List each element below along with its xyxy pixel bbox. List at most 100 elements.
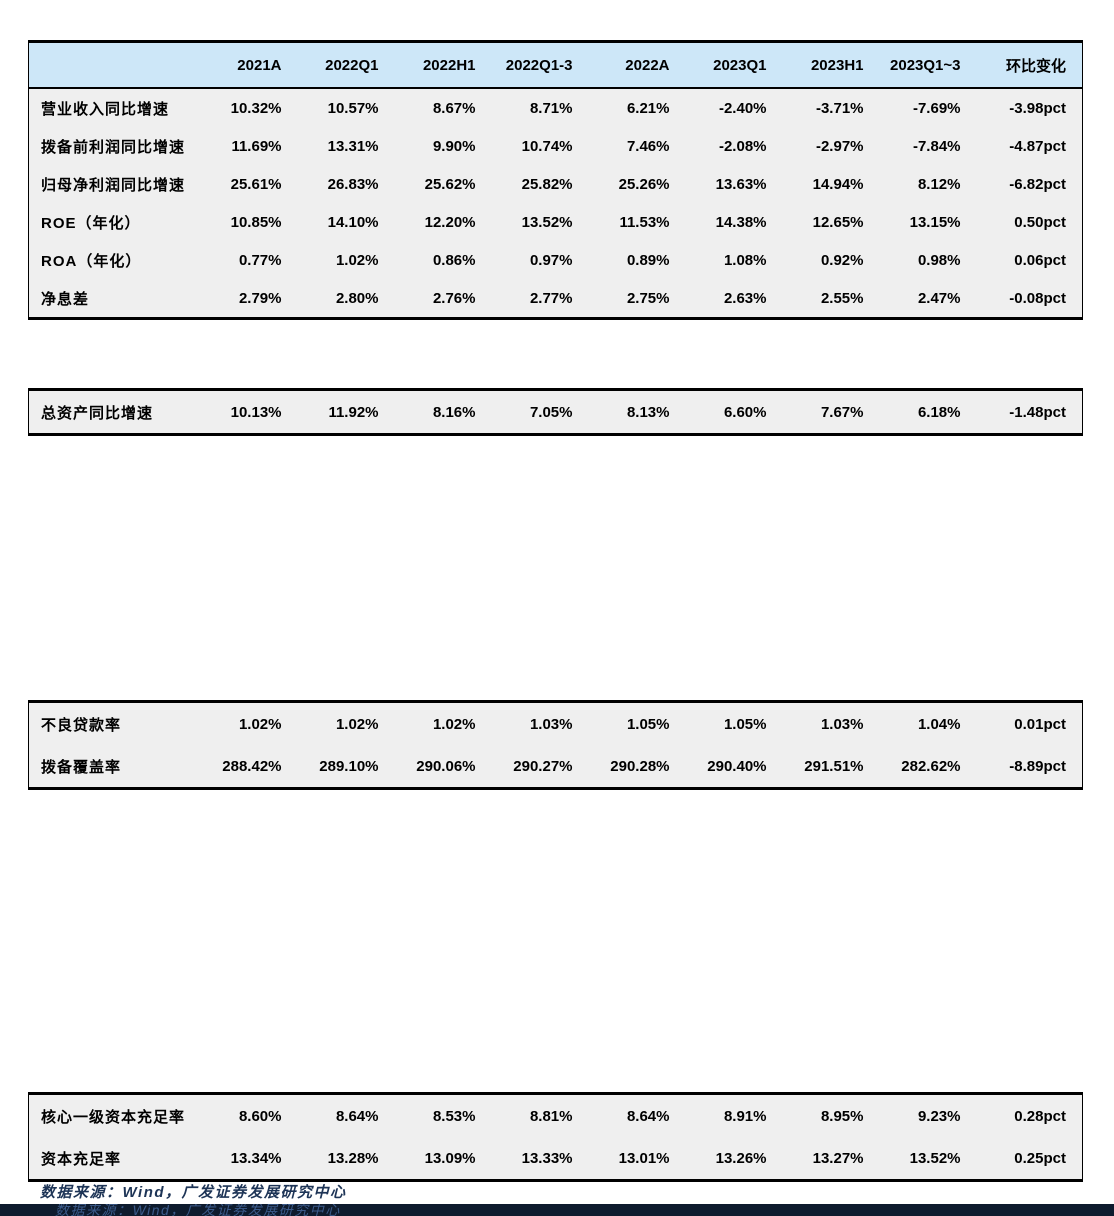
table-cell: 13.28% bbox=[297, 1137, 395, 1181]
table-cell: 1.02% bbox=[394, 701, 492, 745]
table-cell: 8.91% bbox=[685, 1093, 783, 1137]
table-cell: 8.67% bbox=[394, 88, 492, 127]
table-cell: 8.95% bbox=[782, 1093, 880, 1137]
table-cell: 2.79% bbox=[200, 279, 298, 319]
table-cell: 8.64% bbox=[297, 1093, 395, 1137]
table-cell: 0.77% bbox=[200, 241, 298, 279]
table-cell: 14.10% bbox=[297, 203, 395, 241]
table-cell: 10.74% bbox=[491, 127, 589, 165]
table-cell: 2.47% bbox=[879, 279, 977, 319]
table-cell: -7.69% bbox=[879, 88, 977, 127]
table-cell: 8.64% bbox=[588, 1093, 686, 1137]
capital-adequacy-table: 核心一级资本充足率 8.60% 8.64% 8.53% 8.81% 8.64% … bbox=[28, 1092, 1083, 1182]
row-label: 拨备前利润同比增速 bbox=[28, 127, 201, 165]
table-cell: 0.97% bbox=[491, 241, 589, 279]
table-cell: 13.34% bbox=[200, 1137, 298, 1181]
table-cell: 290.27% bbox=[491, 745, 589, 789]
table-cell: 13.31% bbox=[297, 127, 395, 165]
table-cell: -8.89pct bbox=[976, 745, 1083, 789]
column-header: 环比变化 bbox=[976, 41, 1083, 89]
table-cell: 12.20% bbox=[394, 203, 492, 241]
column-header: 2023Q1~3 bbox=[879, 41, 977, 89]
table-cell: 290.40% bbox=[685, 745, 783, 789]
table-cell: 11.92% bbox=[297, 389, 395, 435]
table-cell: 9.23% bbox=[879, 1093, 977, 1137]
corner-cell bbox=[28, 41, 201, 89]
table-cell: 10.85% bbox=[200, 203, 298, 241]
row-label: 净息差 bbox=[28, 279, 201, 319]
row-label: 不良贷款率 bbox=[28, 701, 201, 745]
table-cell: 6.60% bbox=[685, 389, 783, 435]
table-cell: 7.67% bbox=[782, 389, 880, 435]
table-cell: 2.77% bbox=[491, 279, 589, 319]
table-row: ROA（年化） 0.77% 1.02% 0.86% 0.97% 0.89% 1.… bbox=[28, 241, 1083, 279]
table-cell: 14.94% bbox=[782, 165, 880, 203]
table-cell: -2.97% bbox=[782, 127, 880, 165]
table-cell: 13.52% bbox=[491, 203, 589, 241]
table-cell: 1.05% bbox=[685, 701, 783, 745]
table-row: 不良贷款率 1.02% 1.02% 1.02% 1.03% 1.05% 1.05… bbox=[28, 701, 1083, 745]
table-cell: 8.13% bbox=[588, 389, 686, 435]
table-cell: 290.06% bbox=[394, 745, 492, 789]
table-cell: 7.46% bbox=[588, 127, 686, 165]
table-cell: 0.89% bbox=[588, 241, 686, 279]
table-cell: 0.28pct bbox=[976, 1093, 1083, 1137]
table-cell: 13.63% bbox=[685, 165, 783, 203]
table-cell: 8.71% bbox=[491, 88, 589, 127]
table-cell: 7.05% bbox=[491, 389, 589, 435]
table-cell: 2.63% bbox=[685, 279, 783, 319]
table-cell: 11.53% bbox=[588, 203, 686, 241]
table-cell: 10.13% bbox=[200, 389, 298, 435]
table-cell: 13.09% bbox=[394, 1137, 492, 1181]
assets-growth-table: 总资产同比增速 10.13% 11.92% 8.16% 7.05% 8.13% … bbox=[28, 388, 1083, 436]
table-cell: 1.02% bbox=[200, 701, 298, 745]
table-cell: -2.40% bbox=[685, 88, 783, 127]
table-cell: 10.57% bbox=[297, 88, 395, 127]
table-row: 拨备覆盖率 288.42% 289.10% 290.06% 290.27% 29… bbox=[28, 745, 1083, 789]
table-cell: 288.42% bbox=[200, 745, 298, 789]
table-cell: -0.08pct bbox=[976, 279, 1083, 319]
clipped-text-sliver: 数据来源：Wind，广发证券发展研究中心 bbox=[55, 1204, 341, 1216]
row-label: ROA（年化） bbox=[28, 241, 201, 279]
table-cell: 290.28% bbox=[588, 745, 686, 789]
table-cell: 1.05% bbox=[588, 701, 686, 745]
table-cell: 12.65% bbox=[782, 203, 880, 241]
header-row: 2021A 2022Q1 2022H1 2022Q1-3 2022A 2023Q… bbox=[28, 41, 1083, 89]
row-label: 资本充足率 bbox=[28, 1137, 201, 1181]
table-cell: 8.16% bbox=[394, 389, 492, 435]
row-label: 拨备覆盖率 bbox=[28, 745, 201, 789]
table-row: 总资产同比增速 10.13% 11.92% 8.16% 7.05% 8.13% … bbox=[28, 389, 1083, 435]
table-cell: -7.84% bbox=[879, 127, 977, 165]
table-cell: -3.71% bbox=[782, 88, 880, 127]
table-cell: 0.50pct bbox=[976, 203, 1083, 241]
row-label: ROE（年化） bbox=[28, 203, 201, 241]
table-cell: 11.69% bbox=[200, 127, 298, 165]
table-row: 净息差 2.79% 2.80% 2.76% 2.77% 2.75% 2.63% … bbox=[28, 279, 1083, 319]
table-row: 核心一级资本充足率 8.60% 8.64% 8.53% 8.81% 8.64% … bbox=[28, 1093, 1083, 1137]
table-cell: 289.10% bbox=[297, 745, 395, 789]
table-cell: 0.06pct bbox=[976, 241, 1083, 279]
table-cell: 0.86% bbox=[394, 241, 492, 279]
row-label: 核心一级资本充足率 bbox=[28, 1093, 201, 1137]
column-header: 2022H1 bbox=[394, 41, 492, 89]
table-cell: 282.62% bbox=[879, 745, 977, 789]
table-cell: 26.83% bbox=[297, 165, 395, 203]
row-label: 营业收入同比增速 bbox=[28, 88, 201, 127]
column-header: 2023H1 bbox=[782, 41, 880, 89]
table-cell: -3.98pct bbox=[976, 88, 1083, 127]
table-cell: 1.02% bbox=[297, 701, 395, 745]
table-cell: 0.25pct bbox=[976, 1137, 1083, 1181]
table-cell: 1.03% bbox=[491, 701, 589, 745]
table-cell: 25.82% bbox=[491, 165, 589, 203]
column-header: 2023Q1 bbox=[685, 41, 783, 89]
table-row: 营业收入同比增速 10.32% 10.57% 8.67% 8.71% 6.21%… bbox=[28, 88, 1083, 127]
table-cell: 14.38% bbox=[685, 203, 783, 241]
table-row: ROE（年化） 10.85% 14.10% 12.20% 13.52% 11.5… bbox=[28, 203, 1083, 241]
table-cell: 13.26% bbox=[685, 1137, 783, 1181]
table-cell: 2.80% bbox=[297, 279, 395, 319]
row-label: 总资产同比增速 bbox=[28, 389, 201, 435]
table-cell: -1.48pct bbox=[976, 389, 1083, 435]
table-cell: 8.81% bbox=[491, 1093, 589, 1137]
table-cell: 13.01% bbox=[588, 1137, 686, 1181]
